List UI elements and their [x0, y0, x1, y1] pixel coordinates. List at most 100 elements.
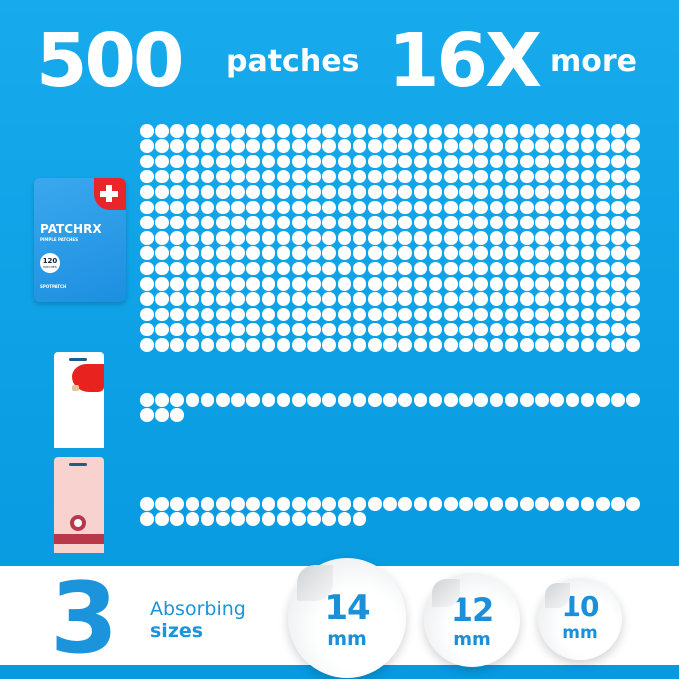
- patch-dot: [580, 292, 595, 306]
- patch-dot: [596, 322, 610, 337]
- patch-dot: [444, 497, 458, 511]
- patch-dot: [170, 497, 184, 511]
- patch-dot: [550, 215, 564, 230]
- patch-dot: [216, 185, 230, 199]
- patch-dot: [322, 277, 336, 291]
- patch-dot: [565, 322, 580, 337]
- patch-dot: [246, 307, 260, 322]
- patch-dot: [596, 246, 610, 260]
- patch-dot: [444, 200, 458, 215]
- patch-dot: [550, 139, 564, 153]
- patch-dot: [276, 322, 291, 337]
- patch-dot: [216, 277, 230, 291]
- patch-dot: [398, 393, 412, 407]
- patch-dot: [489, 322, 504, 337]
- patch-dot: [535, 393, 549, 407]
- patch-dot: [246, 185, 260, 199]
- patch-dot: [231, 393, 245, 407]
- patch-dot: [459, 169, 473, 184]
- patch-dot: [155, 246, 169, 260]
- patch-dot: [322, 124, 336, 138]
- patch-dot: [550, 497, 564, 511]
- patch-dot: [140, 154, 154, 169]
- patch-dot: [155, 261, 169, 276]
- patch-dot: [276, 292, 291, 306]
- patch-dot: [611, 261, 625, 276]
- patch-dot: [611, 393, 625, 407]
- patch-dot: [352, 307, 367, 322]
- patch-count: 500: [36, 18, 184, 104]
- patch-dot: [474, 322, 488, 337]
- patch-dot: [611, 231, 625, 245]
- patch-dot: [626, 246, 640, 260]
- patch-dot: [413, 169, 428, 184]
- patch-dot: [444, 139, 458, 153]
- patch-dot: [520, 139, 534, 153]
- patch-dot: [565, 307, 580, 322]
- patch-dot: [504, 277, 519, 291]
- patch-dot: [444, 154, 458, 169]
- patch-dot: [596, 338, 610, 352]
- patch-dot: [580, 139, 595, 153]
- patch-dot: [428, 124, 443, 138]
- patch-dot: [504, 322, 519, 337]
- patch-dot: [368, 169, 382, 184]
- size-sticker-12mm: 12 mm: [424, 573, 520, 667]
- patch-dot: [292, 277, 306, 291]
- patch-dot: [276, 124, 291, 138]
- patch-dot: [565, 246, 580, 260]
- patch-dot: [489, 338, 504, 352]
- patch-dot: [413, 277, 428, 291]
- patch-dot: [276, 338, 291, 352]
- patch-dot: [520, 169, 534, 184]
- patch-dot: [322, 185, 336, 199]
- patch-dot: [200, 231, 215, 245]
- patch-dot: [200, 185, 215, 199]
- patch-dot: [398, 261, 412, 276]
- patch-dot: [307, 246, 321, 260]
- patch-dot: [565, 338, 580, 352]
- patch-dot: [231, 307, 245, 322]
- patch-dot: [428, 154, 443, 169]
- patch-dot: [185, 277, 200, 291]
- patch-dot: [368, 139, 382, 153]
- patch-dot: [261, 277, 276, 291]
- patch-dot: [216, 261, 230, 276]
- patch-dot: [611, 338, 625, 352]
- patch-dot: [428, 277, 443, 291]
- patch-dot: [155, 124, 169, 138]
- patch-dot: [413, 497, 428, 511]
- patch-dot: [474, 154, 488, 169]
- patch-dot: [246, 261, 260, 276]
- patch-dot: [231, 277, 245, 291]
- patch-dot: [611, 215, 625, 230]
- patch-dot: [155, 393, 169, 407]
- patch-dot: [307, 292, 321, 306]
- patch-dot: [307, 231, 321, 245]
- patch-dot: [398, 154, 412, 169]
- patch-dot: [489, 231, 504, 245]
- patch-dot: [520, 231, 534, 245]
- patch-dot: [231, 231, 245, 245]
- patch-dot: [352, 215, 367, 230]
- patch-dot: [307, 124, 321, 138]
- patch-dot: [322, 215, 336, 230]
- patch-dot: [231, 497, 245, 511]
- patch-dot: [200, 215, 215, 230]
- patch-dot: [580, 185, 595, 199]
- patch-dot: [216, 231, 230, 245]
- patch-dot: [307, 185, 321, 199]
- patch-dot: [337, 393, 352, 407]
- patch-dot: [444, 169, 458, 184]
- patch-dot: [428, 169, 443, 184]
- patch-dot: [155, 292, 169, 306]
- patch-dot: [216, 139, 230, 153]
- patch-dot: [292, 185, 306, 199]
- patch-dot: [170, 231, 184, 245]
- patch-dot: [368, 231, 382, 245]
- patch-dot: [185, 307, 200, 322]
- patch-dot: [307, 307, 321, 322]
- patch-dot: [413, 139, 428, 153]
- patch-dot: [140, 215, 154, 230]
- patch-dot: [185, 231, 200, 245]
